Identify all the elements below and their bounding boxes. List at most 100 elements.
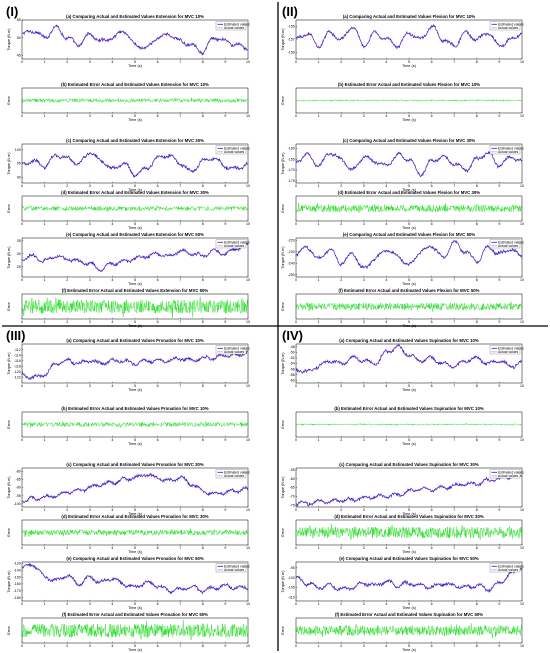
x-axis-label: Time (s) — [402, 550, 417, 554]
x-tick-label: 9 — [224, 438, 226, 442]
legend-label-estimated: Estimated values — [224, 470, 250, 474]
panel-title: (b) Estimated Error Actual and Estimated… — [338, 82, 480, 87]
legend-box — [215, 563, 247, 573]
y-tick-label: -60 — [290, 477, 295, 481]
y-tick-label: -54 — [290, 362, 295, 366]
y-tick-label: -160 — [288, 147, 295, 151]
x-tick-label: 9 — [498, 222, 500, 226]
x-tick-label: 2 — [66, 546, 68, 550]
x-tick-label: 2 — [340, 508, 342, 512]
y-axis-label: Error — [7, 528, 11, 537]
x-tick-label: 2 — [66, 114, 68, 118]
y-tick-label: -175 — [288, 179, 295, 183]
x-tick-label: 6 — [157, 508, 159, 512]
x-tick-label: 0 — [295, 60, 297, 64]
legend-label-estimated: Estimated values — [498, 346, 524, 350]
x-tick-label: 3 — [363, 508, 365, 512]
x-tick-label: 8 — [202, 546, 204, 550]
x-tick-label: 10 — [520, 508, 524, 512]
x-tick-label: 5 — [408, 320, 410, 324]
x-tick-label: 5 — [408, 222, 410, 226]
y-tick-label: -112 — [14, 348, 21, 352]
y-tick-label: 50 — [17, 36, 21, 40]
x-tick-label: 10 — [246, 602, 250, 606]
legend-label-actual: Actual values — [498, 568, 518, 572]
x-tick-label: 6 — [431, 278, 433, 282]
x-tick-label: 3 — [363, 644, 365, 648]
quadrant-1: (I) (a) Comparing Actual and Estimated Va… — [6, 4, 250, 328]
panel-3-4: (d) Estimated Error Actual and Estimated… — [7, 514, 250, 554]
x-tick-label: 7 — [179, 546, 181, 550]
plot-area — [21, 617, 249, 644]
y-tick-label: -170 — [288, 168, 295, 172]
panel-3-5: (e) Comparing Actual and Estimated Value… — [7, 556, 250, 610]
series-estimated-values — [295, 472, 523, 508]
x-tick-label: 1 — [318, 508, 320, 512]
x-tick-label: 1 — [44, 438, 46, 442]
x-tick-label: 3 — [363, 222, 365, 226]
x-tick-label: 3 — [89, 546, 91, 550]
x-tick-label: 10 — [246, 222, 250, 226]
x-tick-label: 0 — [21, 602, 23, 606]
x-tick-label: 1 — [318, 184, 320, 188]
x-tick-label: 8 — [202, 384, 204, 388]
x-tick-label: 2 — [340, 384, 342, 388]
panel-2-6: (f) Estimated Error Actual and Estimated… — [281, 288, 524, 328]
x-axis-label: Time (s) — [402, 512, 417, 516]
x-tick-label: 7 — [179, 508, 181, 512]
x-tick-label: 8 — [202, 320, 204, 324]
y-tick-label: -157 — [288, 38, 295, 42]
x-tick-label: 7 — [453, 60, 455, 64]
legend-label-estimated: Estimated values — [498, 146, 524, 150]
x-tick-label: 8 — [202, 644, 204, 648]
y-tick-label: -120 — [14, 370, 21, 374]
plot-area — [295, 19, 523, 60]
y-tick-label: -50 — [290, 351, 295, 355]
x-tick-label: 3 — [89, 644, 91, 648]
x-tick-label: 5 — [408, 384, 410, 388]
y-tick-label: -220 — [288, 238, 295, 242]
y-tick-label: -155 — [288, 25, 295, 29]
x-tick-label: 4 — [385, 644, 387, 648]
y-axis-label: Torque (N.m) — [7, 352, 11, 375]
panel-2-3: (c) Comparing Actual and Estimated Value… — [281, 138, 524, 192]
y-axis-label: Torque (N.m) — [7, 570, 11, 593]
panel-1-4: (d) Estimated Error Actual and Estimated… — [7, 190, 250, 230]
x-tick-label: 5 — [408, 546, 410, 550]
x-tick-label: 2 — [66, 384, 68, 388]
panel-3-2: (b) Estimated Error Actual and Estimated… — [7, 406, 250, 446]
y-tick-label: -85 — [16, 478, 21, 482]
panel-3-3: (c) Comparing Actual and Estimated Value… — [7, 462, 250, 516]
series-estimated-values — [295, 568, 523, 593]
panel-title: (c) Comparing Actual and Estimated Value… — [343, 138, 476, 143]
x-tick-label: 6 — [157, 278, 159, 282]
x-tick-label: 6 — [431, 60, 433, 64]
x-axis-label: Time (s) — [128, 226, 143, 230]
y-tick-label: -58 — [290, 373, 295, 377]
plot-area — [295, 467, 523, 508]
x-tick-label: 3 — [363, 438, 365, 442]
panel-4-5: (e) Comparing Actual and Estimated Value… — [281, 556, 524, 610]
y-tick-label: -55 — [290, 468, 295, 472]
y-tick-label: -110 — [288, 595, 295, 599]
x-tick-label: 5 — [134, 384, 136, 388]
x-tick-label: 1 — [44, 278, 46, 282]
x-tick-label: 8 — [202, 278, 204, 282]
x-tick-label: 5 — [134, 438, 136, 442]
y-axis-label: Error — [7, 204, 11, 213]
x-tick-label: 4 — [111, 602, 113, 606]
legend-label-actual: Actual values — [224, 474, 244, 478]
x-tick-label: 0 — [21, 384, 23, 388]
y-tick-label: -65 — [290, 486, 295, 490]
x-tick-label: 2 — [340, 320, 342, 324]
x-axis-label: Time (s) — [128, 188, 143, 192]
x-tick-label: 10 — [520, 644, 524, 648]
legend-label-actual: Actual values — [498, 474, 518, 478]
x-tick-label: 10 — [246, 644, 250, 648]
x-tick-label: 10 — [246, 438, 250, 442]
